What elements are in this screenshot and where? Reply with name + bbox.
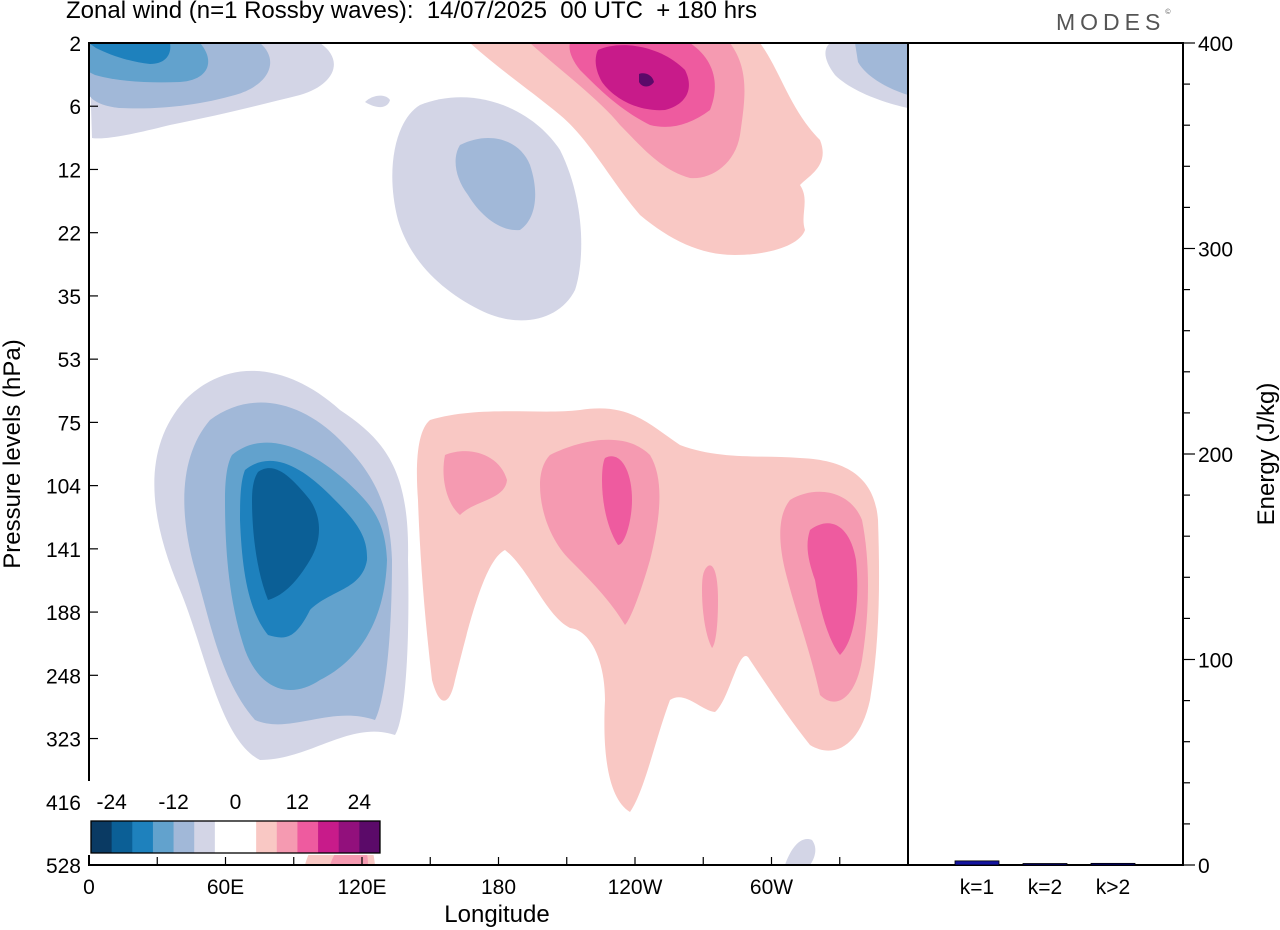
energy-category-label: k=1 — [960, 876, 994, 899]
energy-tick-label: 200 — [1198, 444, 1233, 467]
colorbar-swatch — [256, 821, 278, 853]
neg-blob-main — [154, 370, 409, 760]
y-tick-label: 323 — [46, 729, 81, 752]
pos-blob-180-104 — [443, 451, 507, 515]
energy-bars: k=1 k=2 k>2 — [954, 860, 1136, 899]
y-tick-label: 12 — [58, 159, 81, 182]
colorbar-label: -12 — [158, 791, 188, 814]
energy-tick-label: 300 — [1198, 239, 1233, 262]
y-tick-label: 141 — [46, 539, 81, 562]
brand-mark: © — [1165, 9, 1171, 16]
neg-blob-main-band-5 — [252, 468, 319, 600]
pos-blob-180-104-band-1 — [443, 451, 507, 515]
y-axis-label: Pressure levels (hPa) — [0, 339, 26, 568]
energy-category-label: k>2 — [1096, 876, 1130, 899]
colorbar-swatch — [276, 821, 298, 853]
colorbar-label: -24 — [96, 791, 127, 814]
y-tick-label: 188 — [46, 602, 81, 625]
neg-blob-top-right — [825, 43, 908, 108]
neg-blob-180-band-2 — [455, 137, 536, 231]
y-tick-label: 528 — [46, 855, 81, 878]
colorbar-swatch — [152, 821, 175, 853]
colorbar-legend: -24 -12 0 12 24 — [87, 781, 381, 855]
energy-bar-k=1 — [954, 860, 1000, 866]
y-tick-label: 416 — [46, 792, 81, 815]
pos-blob-120W — [540, 439, 660, 625]
x-tick-label: 180 — [481, 876, 516, 899]
neg-blob-bottom-band-1 — [785, 839, 816, 865]
pos-blob-band — [416, 408, 880, 812]
neg-blob-topleft-band-4 — [89, 43, 171, 64]
x-tick-label: 60E — [207, 876, 244, 899]
energy-bar-k>2 — [1090, 862, 1136, 866]
y-axis: 2 6 12 22 35 53 75 104 141 188 248 323 416 528 — [46, 33, 98, 878]
x-axis-label: Longitude — [444, 901, 549, 928]
colorbar-swatch — [235, 821, 257, 853]
neg-speck-small-band-1 — [365, 95, 390, 108]
pos-blob-top-band-5 — [639, 73, 654, 87]
energy-bar-k=2 — [1022, 863, 1068, 866]
energy-tick-label: 400 — [1198, 33, 1233, 56]
neg-blob-top-right-band-2 — [855, 43, 908, 95]
energy-tick-label: 100 — [1198, 650, 1233, 673]
y-tick-label: 6 — [69, 96, 81, 119]
x-axis: 0 60E 120E 180 120W 60W — [83, 857, 909, 899]
pos-blob-band-band-1 — [416, 408, 880, 812]
colorbar-swatch — [194, 821, 216, 853]
colorbar-swatch — [359, 821, 381, 853]
colorbar-swatch — [91, 821, 113, 853]
pos-streak-80W-band-1 — [702, 565, 718, 648]
x-tick-label: 120W — [608, 876, 663, 899]
colorbar-swatch — [173, 821, 195, 853]
colorbar-label: 24 — [348, 791, 372, 814]
colorbar-swatch — [338, 821, 360, 853]
x-tick-label: 60W — [750, 876, 793, 899]
neg-speck-small — [365, 95, 390, 108]
neg-blob-topleft — [89, 43, 334, 139]
energy-frame — [907, 42, 1184, 866]
colorbar-swatch — [132, 821, 154, 853]
colorbar-label: 12 — [286, 791, 309, 814]
y-tick-label: 22 — [58, 223, 81, 246]
y-tick-label: 248 — [46, 665, 81, 688]
neg-blob-180 — [392, 97, 582, 321]
energy-axis-label: Energy (J/kg) — [1253, 383, 1280, 526]
brand-logo: MODES© — [1056, 9, 1171, 36]
energy-axis: 0 100 200 300 400 — [1183, 33, 1233, 878]
pos-blob-60W-band-2 — [807, 523, 858, 655]
pos-streak-80W — [702, 565, 718, 648]
pos-blob-60W — [780, 491, 868, 702]
x-tick-label: 0 — [83, 876, 95, 899]
energy-category-label: k=2 — [1028, 876, 1062, 899]
colorbar-outline — [90, 820, 381, 854]
colorbar-swatch — [214, 821, 236, 853]
y-tick-label: 35 — [58, 286, 81, 309]
heatmap-plot — [89, 43, 908, 865]
energy-tick-label: 0 — [1198, 855, 1210, 878]
neg-blob-bottom — [785, 839, 816, 865]
y-tick-label: 75 — [58, 412, 81, 435]
y-tick-label: 53 — [58, 349, 81, 372]
pos-blob-top — [470, 43, 823, 255]
pos-blob-120W-band-2 — [602, 456, 632, 545]
chart-title: Zonal wind (n=1 Rossby waves): 14/07/202… — [66, 0, 758, 24]
y-tick-label: 104 — [46, 476, 81, 499]
colorbar-swatch — [318, 821, 340, 853]
colorbar-swatch — [297, 821, 319, 853]
x-tick-label: 120E — [337, 876, 386, 899]
y-tick-label: 2 — [69, 33, 81, 56]
brand-text: MODES — [1056, 9, 1166, 35]
colorbar-label: 0 — [230, 791, 242, 814]
colorbar-swatch — [111, 821, 133, 853]
